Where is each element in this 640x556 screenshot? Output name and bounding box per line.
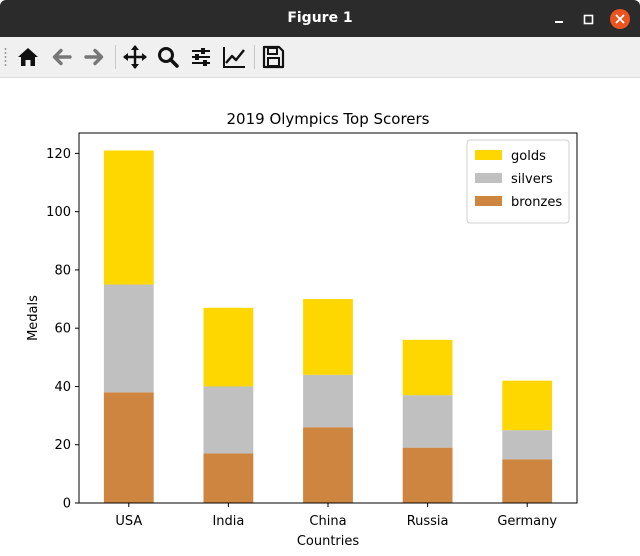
y-tick-label: 60 — [54, 322, 71, 337]
legend-swatch-bronzes — [475, 196, 502, 206]
bar-bronzes-china — [303, 427, 353, 503]
bar-silvers-india — [203, 386, 254, 454]
y-tick-label: 20 — [54, 438, 71, 453]
home-button[interactable] — [14, 43, 42, 71]
line-chart-icon — [223, 47, 245, 68]
bar-silvers-germany — [502, 430, 553, 460]
bar-silvers-russia — [402, 395, 453, 448]
y-tick-label: 40 — [54, 380, 71, 395]
bar-bronzes-india — [203, 453, 254, 503]
pan-button[interactable] — [121, 43, 149, 71]
arrow-right-icon — [84, 48, 104, 66]
sliders-icon — [192, 48, 210, 66]
home-icon — [18, 48, 38, 66]
edit-axis-button[interactable] — [220, 43, 248, 71]
bar-golds-usa — [103, 150, 154, 285]
chart-svg: 2019 Olympics Top Scorers 0 20 40 60 80 100 120… — [26, 110, 578, 549]
title-bar: Figure 1 — [0, 0, 640, 37]
legend-label-golds: golds — [511, 149, 546, 164]
bar-silvers-china — [303, 374, 353, 428]
window-title: Figure 1 — [287, 10, 353, 26]
maximize-icon — [583, 14, 594, 25]
bar-silvers-usa — [103, 284, 154, 393]
bar-golds-russia — [402, 339, 453, 396]
legend-swatch-silvers — [475, 173, 502, 183]
back-button[interactable] — [48, 43, 76, 71]
y-tick-label: 100 — [46, 205, 71, 220]
x-axis-label: Countries — [297, 534, 360, 549]
zoom-button[interactable] — [154, 43, 182, 71]
close-button[interactable] — [609, 8, 631, 30]
bar-bronzes-russia — [402, 447, 453, 503]
x-tick-label: Germany — [497, 514, 557, 529]
legend-label-bronzes: bronzes — [511, 195, 562, 210]
x-tick-label: Russia — [407, 514, 449, 529]
bar-bronzes-germany — [502, 459, 553, 503]
bar-golds-india — [203, 307, 254, 387]
figure-canvas[interactable]: 2019 Olympics Top Scorers 0 20 40 60 80 100 120… — [0, 78, 640, 556]
y-tick-label: 120 — [46, 147, 71, 162]
x-tick-label: India — [212, 514, 244, 529]
x-tick-label: USA — [115, 514, 142, 529]
y-tick-label: 80 — [54, 263, 71, 278]
navigation-toolbar — [0, 37, 640, 78]
close-icon — [610, 9, 630, 29]
y-axis-label: Medals — [26, 295, 41, 341]
floppy-disk-icon — [262, 45, 285, 69]
minimize-icon — [555, 21, 563, 23]
bar-golds-china — [303, 299, 353, 375]
legend-swatch-golds — [475, 150, 502, 160]
x-tick-label: China — [309, 514, 346, 529]
arrow-left-icon — [52, 48, 72, 66]
configure-subplots-button[interactable] — [187, 43, 215, 71]
legend-label-silvers: silvers — [511, 172, 553, 187]
y-tick-label: 0 — [63, 497, 71, 512]
maximize-button[interactable] — [577, 8, 599, 30]
forward-button[interactable] — [80, 43, 108, 71]
save-button[interactable] — [259, 43, 287, 71]
minimize-button[interactable] — [548, 8, 570, 30]
move-icon — [123, 45, 147, 69]
toolbar-separator — [115, 45, 116, 69]
magnifier-icon — [158, 47, 179, 68]
chart-title: 2019 Olympics Top Scorers — [227, 110, 430, 128]
bar-golds-germany — [502, 380, 553, 431]
toolbar-grip-icon[interactable] — [4, 47, 7, 67]
bar-bronzes-usa — [103, 392, 154, 503]
toolbar-separator — [254, 45, 255, 69]
